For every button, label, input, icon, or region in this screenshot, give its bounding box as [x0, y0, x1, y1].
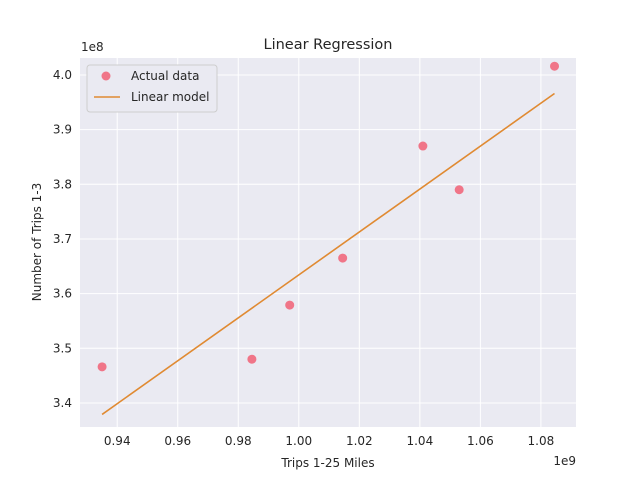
- y-tick-label: 3.8: [53, 177, 72, 191]
- data-point: [454, 185, 464, 195]
- y-axis-label: Number of Trips 1-3: [30, 183, 44, 302]
- y-tick-label: 3.5: [53, 341, 72, 355]
- data-point: [550, 61, 560, 71]
- data-point: [97, 362, 107, 372]
- legend-box: [86, 64, 218, 113]
- legend: Actual data Linear model: [86, 64, 218, 113]
- y-tick-label: 4.0: [53, 68, 72, 82]
- legend-label-linear-model: Linear model: [131, 90, 209, 104]
- tick-labels: 0.94 0.96 0.98 1.00 1.02 1.04 1.06 1.08 3.4 3.5 3.…: [53, 68, 554, 448]
- legend-label-actual-data: Actual data: [131, 69, 199, 83]
- y-offset-label: 1e8: [81, 40, 104, 54]
- legend-marker-actual-data: [101, 71, 111, 81]
- y-tick-label: 3.9: [53, 123, 72, 137]
- x-tick-label: 0.94: [104, 434, 131, 448]
- data-point: [418, 141, 428, 151]
- x-tick-label: 1.08: [528, 434, 555, 448]
- x-tick-label: 0.96: [164, 434, 191, 448]
- x-tick-label: 1.00: [285, 434, 312, 448]
- data-point: [285, 300, 295, 310]
- chart-title: Linear Regression: [264, 37, 393, 53]
- y-tick-label: 3.4: [53, 396, 72, 410]
- x-tick-label: 1.02: [346, 434, 373, 448]
- x-tick-label: 1.06: [467, 434, 494, 448]
- grid: [80, 58, 576, 427]
- x-tick-label: 0.98: [225, 434, 252, 448]
- data-point: [247, 354, 257, 364]
- data-marks: [97, 61, 560, 416]
- y-tick-label: 3.6: [53, 287, 72, 301]
- y-tick-label: 3.7: [53, 232, 72, 246]
- data-point: [338, 253, 348, 263]
- regression-line: [101, 92, 555, 416]
- plot-background: [80, 58, 576, 427]
- x-offset-label: 1e9: [553, 454, 576, 468]
- x-axis-label: Trips 1-25 Miles: [280, 456, 374, 470]
- x-tick-label: 1.04: [406, 434, 433, 448]
